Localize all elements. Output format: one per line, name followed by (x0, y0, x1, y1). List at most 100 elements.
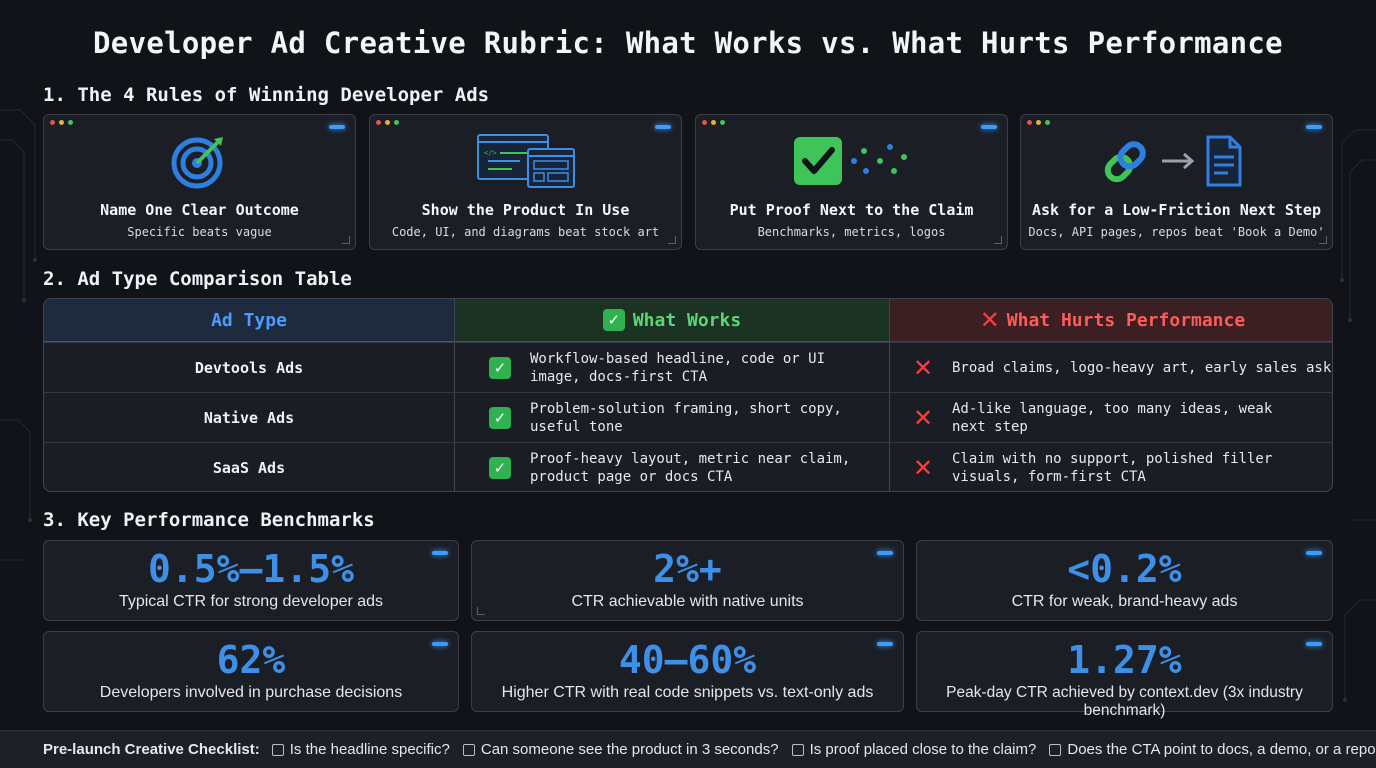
ad-type-cell: Devtools Ads (44, 343, 455, 393)
checkmark-icon (696, 133, 1007, 189)
works-text: Proof-heavy layout, metric near claim, p… (530, 450, 850, 486)
benchmark-value: 2%+ (653, 547, 722, 591)
rule-card-proof: Put Proof Next to the Claim Benchmarks, … (695, 114, 1008, 250)
text-line: Proof-heavy layout, metric near claim, (530, 451, 851, 467)
rule-subtitle: Specific beats vague (127, 225, 272, 239)
checklist-item-label: Can someone see the product in 3 seconds… (480, 741, 779, 758)
ad-type-cell: Native Ads (44, 393, 455, 443)
code-window-icon: </> (370, 133, 681, 189)
rule-subtitle: Benchmarks, metrics, logos (757, 225, 946, 239)
benchmark-value: <0.2% (1067, 547, 1182, 591)
target-icon (44, 133, 355, 189)
rule-title: Ask for a Low-Friction Next Step (1032, 201, 1321, 219)
text-line: next step (952, 419, 1028, 435)
works-text: Workflow-based headline, code or UI imag… (530, 350, 825, 386)
benchmark-card: 0.5%–1.5% Typical CTR for strong develop… (43, 540, 459, 621)
header-what-hurts: ✕ What Hurts Performance (890, 299, 1332, 342)
checklist-item[interactable]: Is proof placed close to the claim? (791, 741, 1037, 758)
checklist-item-label: Is proof placed close to the claim? (809, 741, 1037, 758)
corner-mark (668, 236, 676, 244)
text-line: useful tone (530, 419, 623, 435)
benchmark-label: CTR achievable with native units (571, 593, 804, 610)
accent-indicator (877, 551, 893, 555)
header-what-works: ✓ What Works (455, 299, 890, 342)
rule-subtitle: Docs, API pages, repos beat 'Book a Demo… (1028, 225, 1325, 239)
accent-indicator (1306, 642, 1322, 646)
corner-mark (342, 236, 350, 244)
link-to-document-icon (1021, 133, 1332, 189)
checklist-item[interactable]: Is the headline specific? (271, 741, 450, 758)
checkbox[interactable] (791, 743, 804, 756)
green-check-icon: ✓ (602, 309, 625, 331)
svg-text:</>: </> (484, 149, 497, 157)
accent-indicator (329, 125, 345, 129)
checkbox[interactable] (1049, 743, 1062, 756)
benchmark-label: Higher CTR with real code snippets vs. t… (501, 684, 874, 701)
header-label: What Hurts Performance (1006, 309, 1246, 331)
benchmark-card: <0.2% CTR for weak, brand-heavy ads (916, 540, 1333, 621)
prelaunch-checklist: Pre-launch Creative Checklist: Is the he… (0, 730, 1376, 768)
works-cell: ✓ Workflow-based headline, code or UI im… (455, 343, 890, 393)
benchmark-label: Typical CTR for strong developer ads (118, 593, 384, 610)
green-check-icon: ✓ (489, 407, 511, 429)
text-line: Ad-like language, too many ideas, weak (952, 401, 1273, 417)
corner-mark (1319, 236, 1327, 244)
checklist-item[interactable]: Can someone see the product in 3 seconds… (462, 741, 779, 758)
rule-title: Show the Product In Use (421, 201, 630, 219)
text-line: visuals, form-first CTA (952, 469, 1146, 485)
header-ad-type: Ad Type (44, 299, 455, 342)
green-check-icon: ✓ (489, 357, 511, 379)
rule-card-next-step: Ask for a Low-Friction Next Step Docs, A… (1020, 114, 1333, 250)
table-row: Devtools Ads ✓ Workflow-based headline, … (44, 342, 1332, 393)
checklist-item-label: Is the headline specific? (289, 741, 450, 758)
window-dots (376, 120, 399, 125)
accent-indicator (432, 551, 448, 555)
corner-mark (477, 607, 485, 615)
text-line: product page or docs CTA (530, 469, 733, 485)
red-x-icon: ✕ (979, 306, 1000, 334)
checkbox[interactable] (462, 743, 475, 756)
works-text: Problem-solution framing, short copy, us… (530, 400, 842, 436)
benchmark-card: 40–60% Higher CTR with real code snippet… (471, 631, 904, 712)
text-line: Problem-solution framing, short copy, (530, 401, 842, 417)
window-dots (50, 120, 73, 125)
checklist-item-label: Does the CTA point to docs, a demo, or a… (1067, 741, 1376, 758)
section-title-benchmarks: 3. Key Performance Benchmarks (43, 509, 375, 531)
table-row: Native Ads ✓ Problem-solution framing, s… (44, 392, 1332, 443)
header-label: Ad Type (211, 309, 287, 331)
accent-indicator (432, 642, 448, 646)
page-title: Developer Ad Creative Rubric: What Works… (93, 26, 1283, 60)
hurts-text: Broad claims, logo-heavy art, early sale… (952, 359, 1331, 377)
benchmark-label: Peak-day CTR achieved by context.dev (3x… (946, 684, 1303, 719)
hurts-cell: ✕ Ad-like language, too many ideas, weak… (890, 393, 1332, 443)
works-cell: ✓ Proof-heavy layout, metric near claim,… (455, 443, 890, 491)
accent-indicator (1306, 551, 1322, 555)
checkbox[interactable] (271, 743, 284, 756)
benchmark-value: 1.27% (1067, 638, 1182, 682)
benchmark-card: 62% Developers involved in purchase deci… (43, 631, 459, 712)
hurts-cell: ✕ Broad claims, logo-heavy art, early sa… (890, 343, 1332, 393)
hurts-cell: ✕ Claim with no support, polished filler… (890, 443, 1332, 491)
corner-mark (994, 236, 1002, 244)
text-line: Broad claims, logo-heavy art, early sale… (952, 360, 1332, 376)
works-cell: ✓ Problem-solution framing, short copy, … (455, 393, 890, 443)
red-x-icon: ✕ (912, 454, 934, 482)
window-dots (702, 120, 725, 125)
accent-indicator (655, 125, 671, 129)
text-line: Workflow-based headline, code or UI (530, 351, 826, 367)
checklist-item[interactable]: Does the CTA point to docs, a demo, or a… (1049, 741, 1376, 758)
rule-subtitle: Code, UI, and diagrams beat stock art (391, 225, 660, 239)
red-x-icon: ✕ (912, 404, 934, 432)
checklist-title: Pre-launch Creative Checklist: (43, 741, 260, 758)
accent-indicator (1306, 125, 1322, 129)
benchmark-value: 0.5%–1.5% (148, 547, 354, 591)
accent-indicator (877, 642, 893, 646)
ad-type-cell: SaaS Ads (44, 443, 455, 491)
rule-title: Name One Clear Outcome (100, 201, 299, 219)
header-label: What Works (632, 309, 742, 331)
benchmark-value: 40–60% (618, 638, 757, 682)
hurts-text: Ad-like language, too many ideas, weak n… (952, 400, 1272, 436)
section-title-rules: 1. The 4 Rules of Winning Developer Ads (43, 84, 490, 106)
